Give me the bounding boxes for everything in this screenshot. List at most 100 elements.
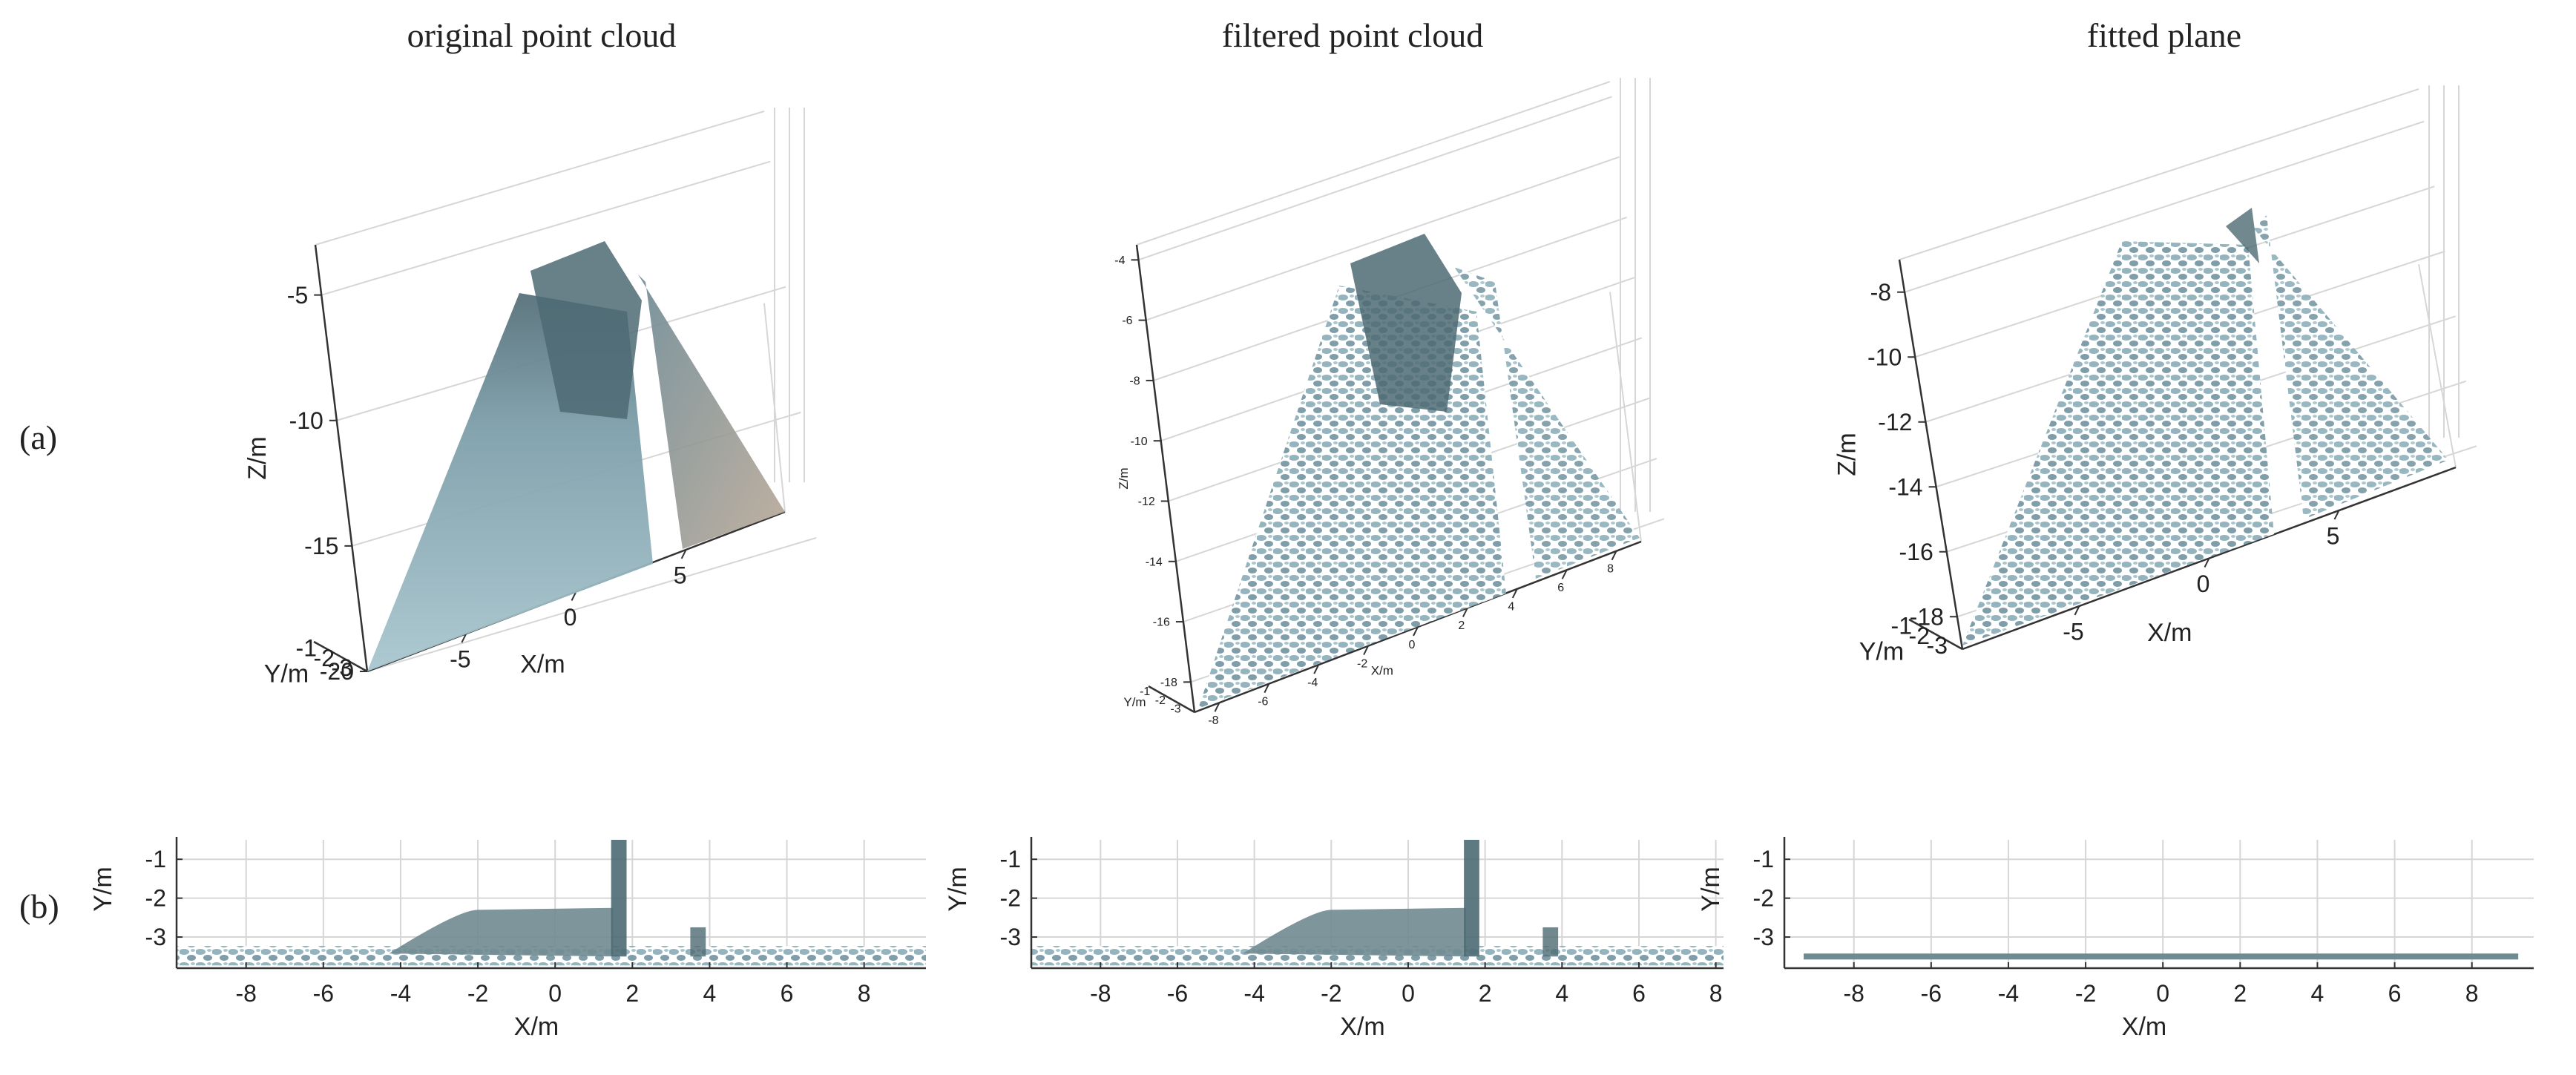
x-tick-mark [2074, 605, 2080, 616]
z-tick-label: -12 [1878, 409, 1912, 435]
panel-title-original: original point cloud [407, 16, 677, 54]
grid-line [1904, 120, 2425, 293]
x-tick-label: 2 [1458, 619, 1465, 632]
x-tick-label: 2 [1479, 980, 1492, 1007]
y-tick-label: -1 [1753, 846, 1774, 872]
grid-line [1146, 156, 1620, 321]
y-tick-label: -3 [1170, 703, 1180, 716]
x-tick-label: 0 [1402, 980, 1415, 1007]
x-tick-mark [1511, 588, 1518, 599]
y-tick-label: -2 [145, 885, 166, 912]
y-axis-label: Y/m [944, 867, 972, 911]
cloud-post-region [690, 927, 706, 957]
row-label-b: (b) [19, 887, 59, 925]
chart-panels: -5-10-15-20 -505-1-2-3Z/mX/mY/m-4-6-8-10-… [89, 78, 2534, 1041]
z-tick-label: -16 [1899, 539, 1933, 565]
y-tick-label: -1 [145, 846, 166, 872]
x-tick-label: 4 [2311, 980, 2324, 1007]
z-tick-label: -16 [1153, 617, 1170, 629]
x-tick-label: 0 [2197, 571, 2210, 597]
z-axis-label: Z/m [1833, 433, 1862, 476]
x-tick-label: 6 [1632, 980, 1646, 1007]
z-tick-label: -14 [1146, 556, 1163, 568]
x-tick-label: -8 [1090, 980, 1111, 1007]
x-tick-mark [2333, 510, 2340, 520]
z-tick-label: -6 [1122, 315, 1132, 327]
grid-line [321, 160, 771, 296]
y-tick-label: -1 [1000, 846, 1021, 872]
x-tick-label: -2 [2075, 980, 2096, 1007]
x-tick-mark [1611, 550, 1617, 561]
point-cloud-3d-1 [367, 241, 785, 671]
x-tick-label: 6 [781, 980, 794, 1007]
x-tick-label: 4 [1555, 980, 1568, 1007]
grid-line [2418, 264, 2457, 468]
x-tick-label: 8 [1607, 563, 1614, 576]
y-tick-label: -1 [1140, 686, 1150, 698]
x-tick-label: 0 [564, 604, 577, 631]
z-axis-line [1135, 244, 1196, 713]
grid-line [315, 111, 765, 246]
y-tick-label: -2 [1155, 694, 1166, 707]
y-tick-label: -3 [332, 654, 352, 681]
x-tick-label: 8 [2465, 980, 2479, 1007]
cloud-pillar-region [2226, 208, 2259, 263]
x-tick-label: -2 [1357, 657, 1367, 670]
x-tick-mark [1462, 607, 1468, 617]
grid-line [367, 537, 817, 672]
x-tick-label: -4 [390, 980, 411, 1007]
cloud-structure-region [389, 907, 614, 957]
y-tick-label: -2 [1753, 885, 1774, 912]
x-tick-label: -6 [313, 980, 334, 1007]
cloud-structure-region [1243, 907, 1466, 957]
x-tick-label: -6 [1258, 695, 1268, 708]
chart-2d-1: -8 -6 -4 -2 0 2 4 6 8 -1 -2 -3 X/m Y/m [89, 837, 926, 1041]
y-axis-line [313, 640, 368, 673]
x-tick-mark [1413, 626, 1419, 637]
z-tick-label: -18 [1910, 603, 1944, 630]
x-tick-label: 8 [858, 980, 871, 1007]
y-axis-label: Y/m [264, 660, 309, 688]
y-axis-line [1908, 618, 1963, 651]
cloud-main-region [1962, 241, 2274, 645]
chart-3d-2: -4 -6 -8 -10 -12 -14 -16 -18 -8 -6 -4 -2 0 2 4 6 8 -1 -2 -3… [1114, 78, 1665, 727]
y-tick-label: -3 [1000, 924, 1021, 950]
x-tick-mark [1264, 683, 1270, 694]
y-axis-label: Y/m [1859, 637, 1904, 665]
x-tick-label: -6 [1921, 980, 1942, 1007]
x-tick-label: 0 [548, 980, 562, 1007]
grid-line [1899, 88, 2419, 260]
z-tick-label: -20 [320, 658, 354, 685]
x-tick-label: -4 [1998, 980, 2019, 1007]
y-axis-label: Y/m [89, 867, 117, 911]
x-tick-mark [2204, 558, 2210, 568]
cloud-pillar-region [611, 840, 627, 957]
x-tick-label: -5 [450, 646, 470, 673]
y-tick-label: -3 [145, 924, 166, 950]
y-axis-label: Y/m [1697, 867, 1725, 911]
x-tick-label: -5 [2063, 619, 2083, 645]
cloud-wing-region [1454, 267, 1640, 579]
x-tick-mark [1214, 702, 1220, 712]
z-tick-label: -10 [1867, 343, 1902, 370]
z-tick-label: -12 [1138, 496, 1155, 508]
cloud-post-region [1542, 927, 1559, 957]
z-tick-label: -18 [1160, 677, 1177, 689]
cloud-wing-region [2252, 215, 2448, 519]
z-tick-label: -8 [1129, 375, 1140, 388]
cloud-plane-band [1804, 953, 2519, 960]
x-axis-label: X/m [1340, 1013, 1384, 1041]
x-axis-label: X/m [2147, 619, 2192, 647]
x-tick-label: 6 [1557, 582, 1564, 594]
y-axis-line [1148, 685, 1195, 714]
y-tick-label: -2 [314, 645, 335, 671]
z-tick-label: -8 [1870, 279, 1891, 306]
panel-title-fitted: fitted plane [2087, 16, 2241, 54]
x-tick-label: -8 [235, 980, 256, 1007]
cloud-pillar-region [1350, 234, 1462, 412]
z-tick-label: -4 [1114, 254, 1125, 267]
z-axis-line [1898, 259, 1964, 650]
x-tick-mark [461, 633, 467, 643]
z-tick-label: -15 [304, 533, 338, 559]
